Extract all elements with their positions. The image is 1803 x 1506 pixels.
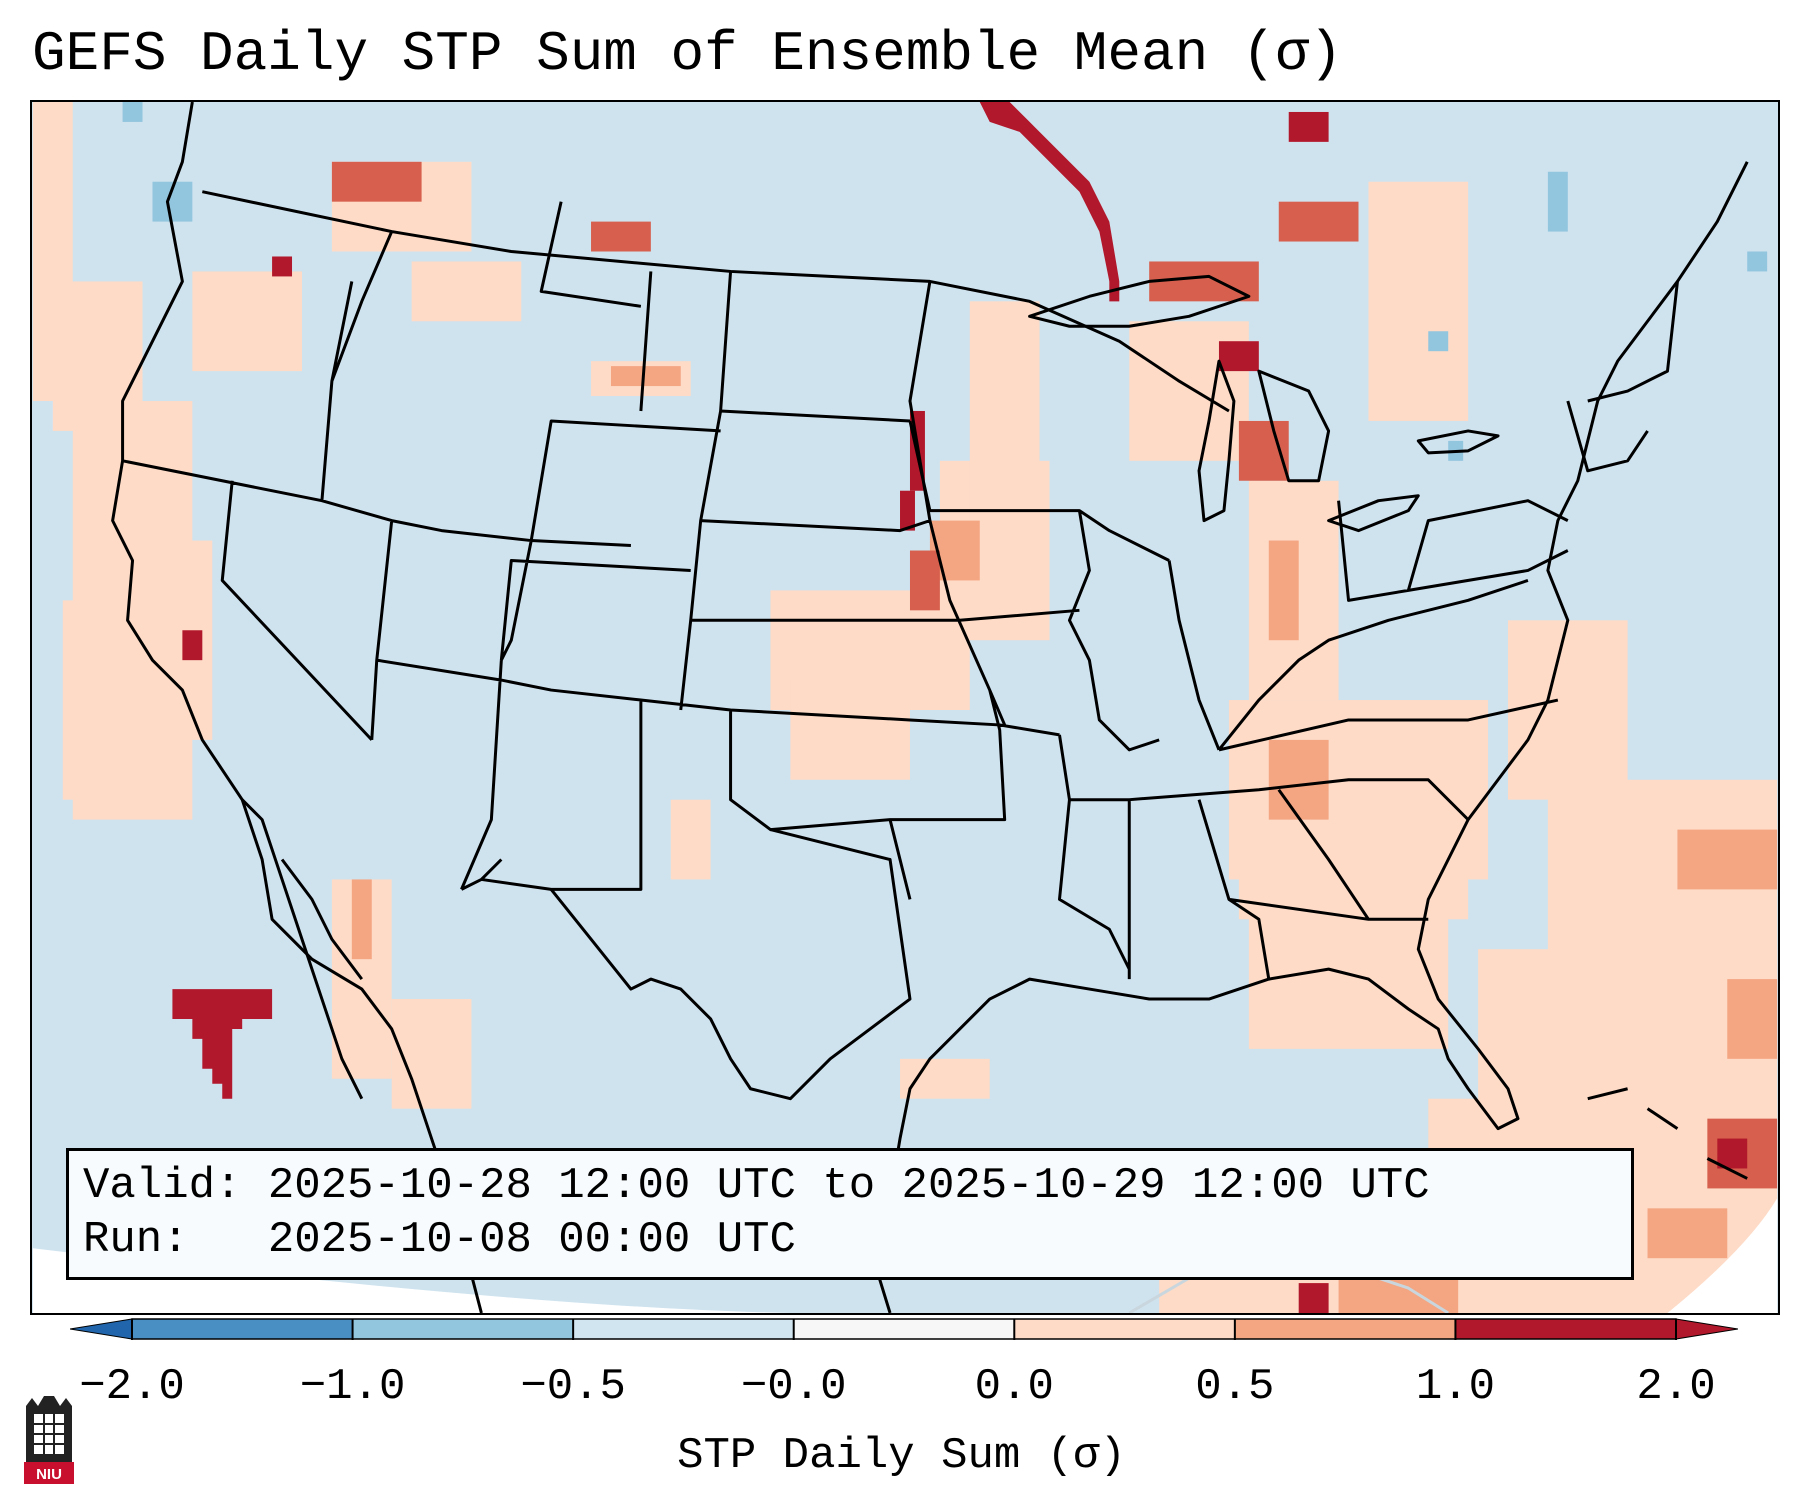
east-coastline [888,161,1749,1199]
field-cell-neg-ny [1428,331,1449,352]
field-cell-med-1 [610,366,681,387]
map-outside-domain [32,1248,791,1313]
west-coastline [111,102,483,1313]
niu-logo: NIU [24,1396,74,1484]
field-cell-max-pacific [172,989,273,1099]
colorbar-segment-0 [132,1319,354,1339]
field-cell-kansas-line [790,680,910,780]
lake-erie [1327,494,1420,533]
colorbar-segment-4 [1014,1319,1236,1339]
field-cell-strong-on [1278,201,1359,242]
field-cell-med-3 [1268,739,1329,820]
field-cell-montana [411,261,522,322]
colorbar-tick-label: −0.5 [520,1362,626,1412]
colorbar-tick-label: 1.0 [1415,1362,1496,1412]
stp-field-layer [32,102,1778,1313]
field-cell-max-canada [979,102,1120,302]
colorbar-tick-label: −0.0 [740,1362,847,1412]
field-cell-med-2 [1268,540,1299,641]
baja-coastline [241,798,364,1100]
field-cell-max-idaho [272,256,293,277]
colorbar-segment-6 [1455,1319,1677,1339]
bahamas-outline [1587,1087,1748,1180]
lake-huron [1257,369,1331,483]
logo-text: NIU [36,1466,62,1483]
field-cell-strong-up [1149,261,1259,302]
colorbar-tick-label: −2.0 [79,1362,185,1412]
map-panel[interactable] [30,100,1780,1315]
field-cell-mexico [391,999,472,1109]
field-cell-gulf [900,1058,990,1099]
field-cell-idaho [192,271,302,372]
colorbar-tick-label: 0.5 [1195,1362,1275,1412]
colorbar-label: STP Daily Sum (σ) [677,1431,1126,1481]
field-cell-max-atl [1717,1138,1748,1169]
field-cell-east-pacific [62,600,123,800]
field-cell-virginia [1508,620,1628,800]
colorbar-segment-1 [352,1319,574,1339]
field-cell-minnesota [969,301,1040,521]
field-cell-med-7 [1647,1208,1728,1259]
field-cell-max-mich [1218,341,1259,372]
field-cell-ontario [1368,181,1469,421]
field-cell-strong-mt [591,221,651,252]
colorbar-segment-5 [1234,1319,1456,1339]
field-cell-neg-qc [1547,171,1568,232]
colorbar-ticks [131,1319,1677,1340]
map-title: GEFS Daily STP Sum of Ensemble Mean (σ) [32,22,1343,86]
field-cell-neg-bc [122,102,143,122]
field-cell-neg-me [1747,251,1768,272]
field-cell-strong-ks [909,550,940,611]
colorbar-segments [70,1318,1738,1340]
valid-info-box: Valid: 2025-10-28 12:00 UTC to 2025-10-2… [66,1148,1634,1280]
boundary-layer [111,102,1749,1313]
field-cell-med-4 [1677,829,1778,890]
colorbar [70,1318,1738,1340]
colorbar-tick-label: −1.0 [299,1362,406,1412]
texas-outline [550,828,912,1101]
colorbar-tick-label: 2.0 [1636,1362,1716,1412]
colorbar-extend-low [70,1318,133,1340]
colorbar-segment-3 [793,1319,1015,1339]
field-cell-med-5 [1727,979,1778,1059]
lake-michigan [1197,359,1236,523]
map-canvas[interactable] [32,102,1778,1313]
field-cell-strong-wa [331,161,422,202]
field-cell-nm [670,799,711,880]
field-cell-med-6 [351,879,372,960]
field-cell-max-mn [900,490,915,531]
run-time-line: Run: 2025-10-08 00:00 UTC [83,1215,796,1265]
field-cell-max-ca [182,630,203,661]
colorbar-segment-2 [573,1319,795,1339]
valid-time-line: Valid: 2025-10-28 12:00 UTC to 2025-10-2… [83,1161,1430,1211]
colorbar-extend-high [1675,1318,1738,1340]
lake-superior [1028,274,1251,328]
field-cell-max-up [1288,111,1329,142]
field-cell-max-cuba [1298,1283,1329,1313]
map-outside-domain-east [1667,1198,1778,1313]
lake-ontario [1416,429,1500,455]
colorbar-tick-label: 0.0 [974,1362,1054,1412]
